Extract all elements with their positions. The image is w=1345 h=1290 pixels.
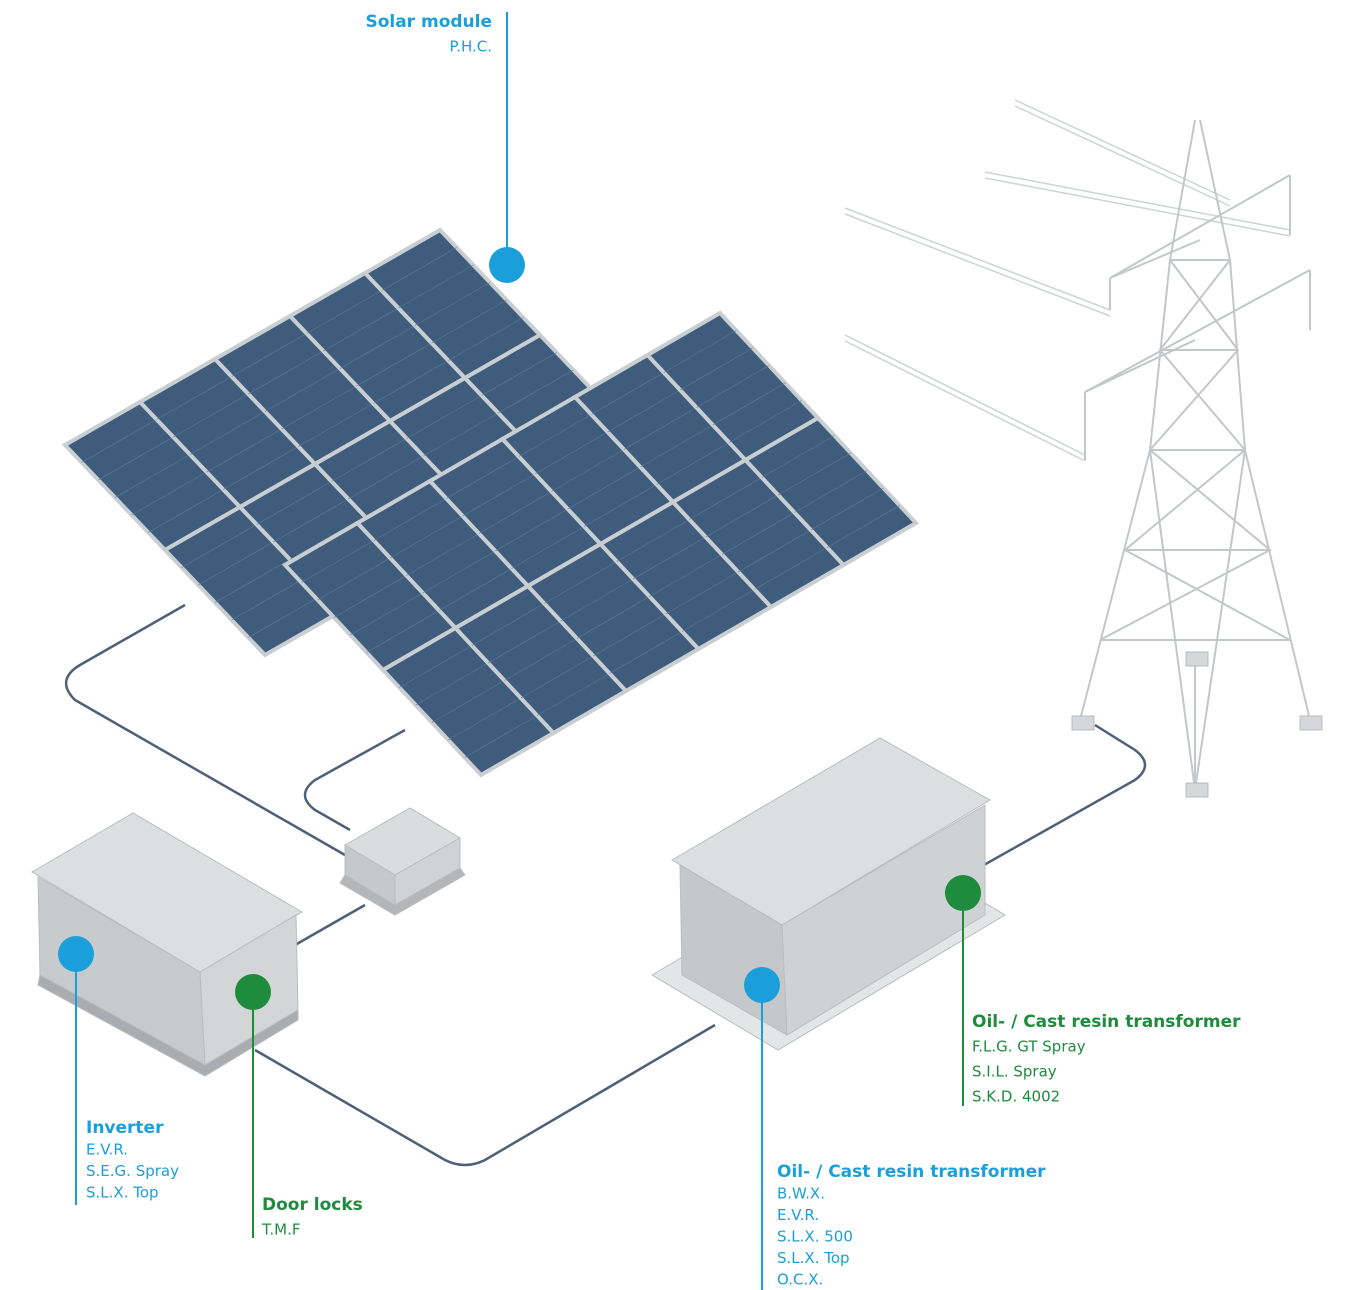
callout-item: T.M.F xyxy=(261,1221,301,1239)
callout-item: O.C.X. xyxy=(777,1271,823,1289)
callout-item: F.L.G. GT Spray xyxy=(972,1038,1086,1056)
callout-item: S.L.X. 500 xyxy=(777,1228,853,1246)
callout-title: Oil- / Cast resin transformer xyxy=(777,1162,1046,1182)
callout-item: E.V.R. xyxy=(777,1206,819,1224)
callout-title: Oil- / Cast resin transformer xyxy=(972,1012,1241,1032)
callout-item: S.K.D. 4002 xyxy=(972,1088,1060,1106)
callout-item: S.L.X. Top xyxy=(86,1184,159,1202)
pylon xyxy=(1080,120,1310,790)
callout-item: E.V.R. xyxy=(86,1141,128,1159)
callout-title: Inverter xyxy=(86,1118,164,1138)
callout-item: S.I.L. Spray xyxy=(972,1063,1057,1081)
combiner-box xyxy=(340,808,465,915)
scene: Solar module P.H.C. Inverter E.V.R. S.E.G. S… xyxy=(0,0,1345,1290)
callout-item: P.H.C. xyxy=(449,38,492,56)
solar-array xyxy=(65,230,916,775)
callout-item: S.L.X. Top xyxy=(777,1249,850,1267)
callout-item: S.E.G. Spray xyxy=(86,1162,179,1180)
callout-item: B.W.X. xyxy=(777,1185,825,1203)
callout-title: Door locks xyxy=(262,1195,363,1215)
power-lines xyxy=(845,100,1290,461)
callout-title: Solar module xyxy=(365,12,492,32)
